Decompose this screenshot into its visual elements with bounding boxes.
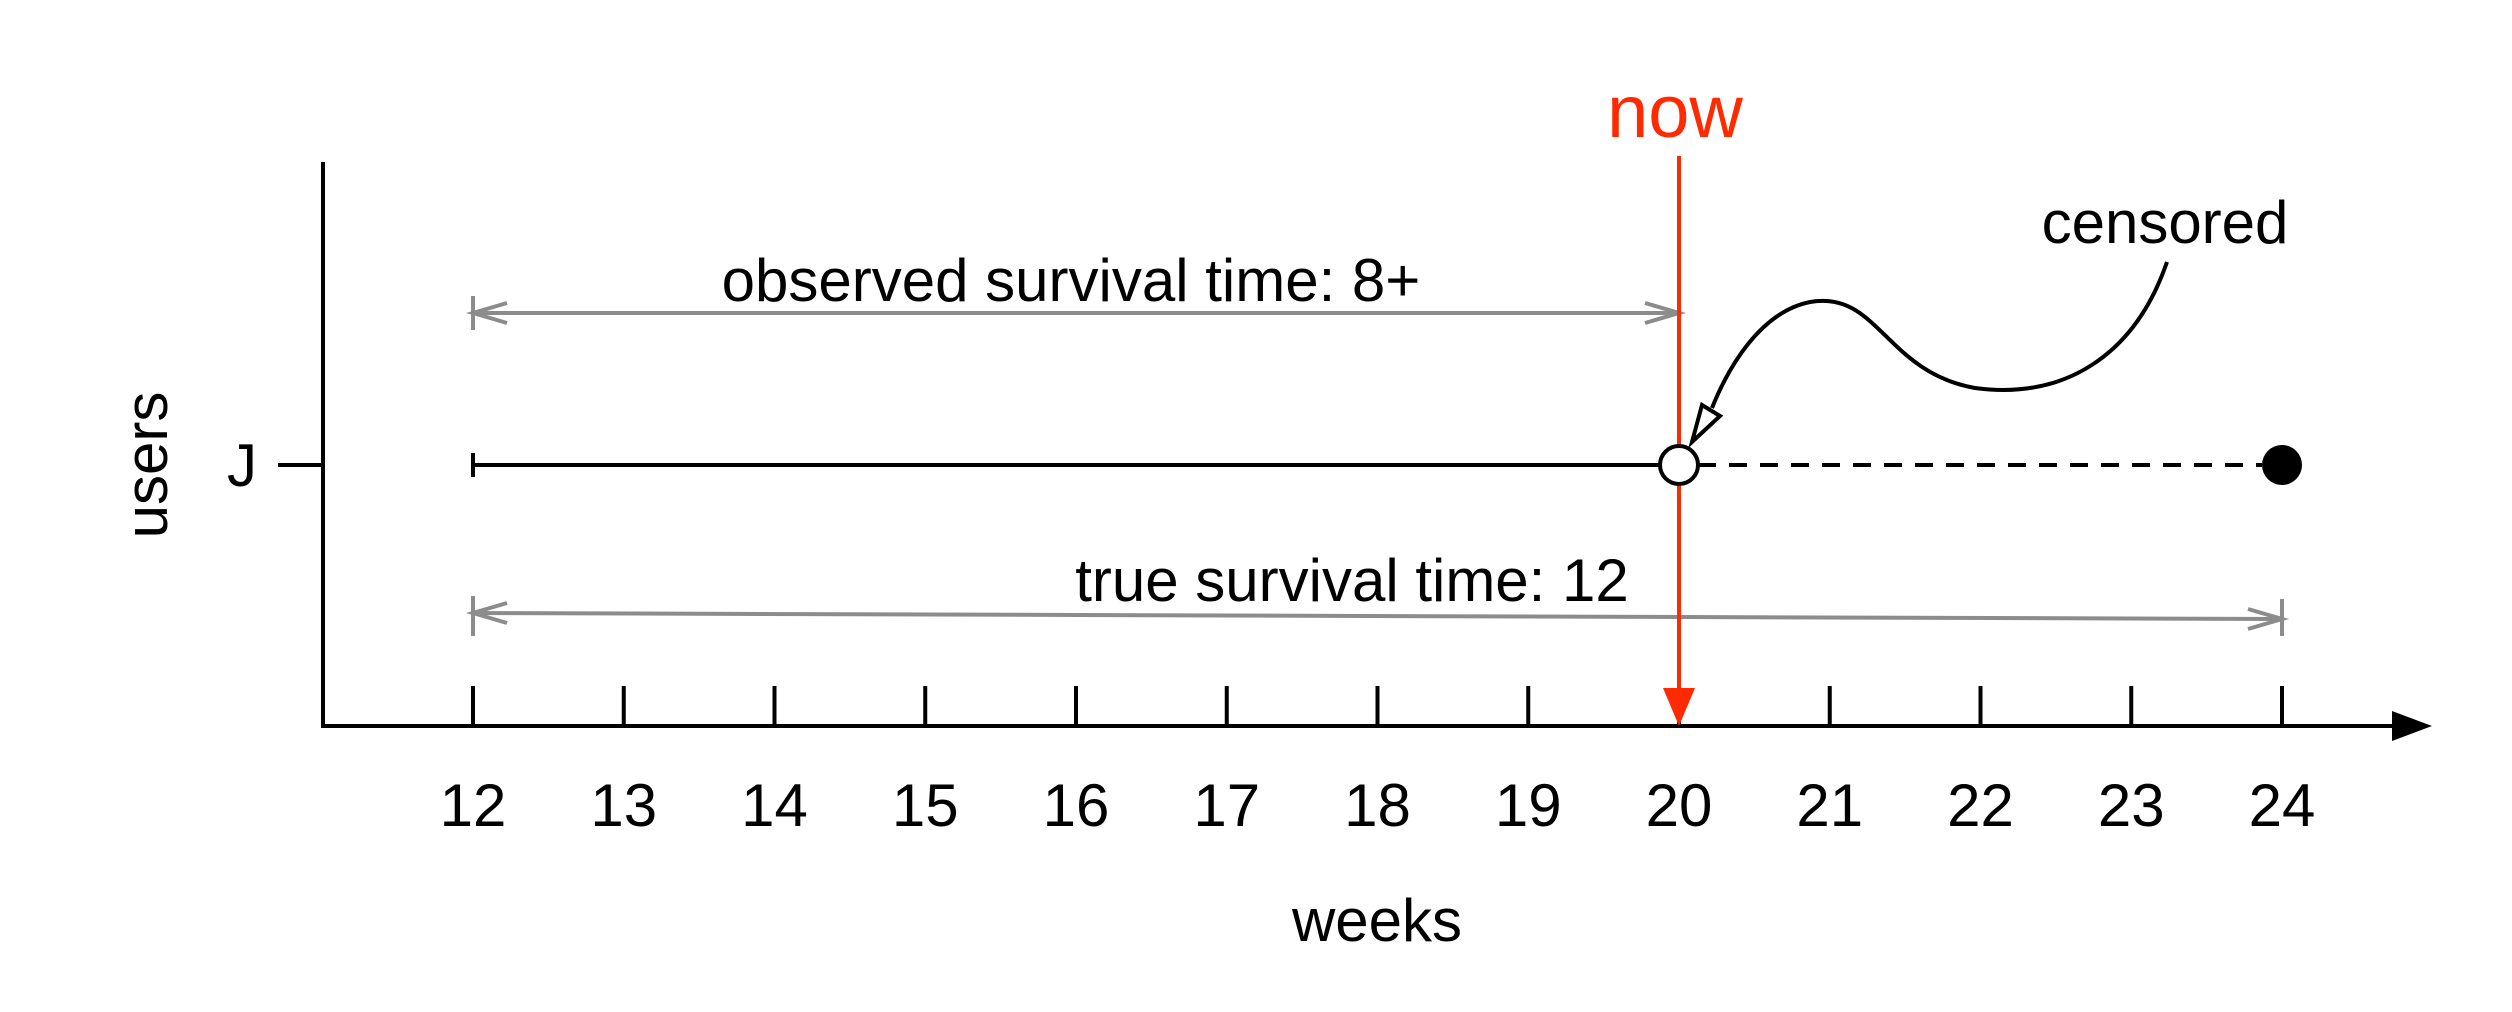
x-tick-label-18: 18 bbox=[1344, 772, 1411, 839]
x-axis-label: weeks bbox=[1291, 887, 1462, 954]
now-arrowhead bbox=[1663, 688, 1695, 726]
true-survival-label: true survival time: 12 bbox=[1075, 547, 1629, 614]
now-label: now bbox=[1607, 70, 1743, 153]
x-tick-label-16: 16 bbox=[1043, 772, 1110, 839]
x-tick-label-22: 22 bbox=[1947, 772, 2014, 839]
true-survival-bracket bbox=[465, 596, 2290, 636]
x-tick-label-13: 13 bbox=[590, 772, 657, 839]
x-tick-label-19: 19 bbox=[1495, 772, 1562, 839]
user-j-timeline bbox=[471, 445, 2302, 485]
user-j-event-dot bbox=[2262, 445, 2302, 485]
y-axis-label: users bbox=[113, 392, 180, 539]
x-tick-label-14: 14 bbox=[741, 772, 808, 839]
true-arrowhead-left bbox=[465, 601, 508, 625]
censored-arrowhead bbox=[1688, 401, 1724, 449]
x-tick-label-15: 15 bbox=[892, 772, 959, 839]
x-tick-label-12: 12 bbox=[440, 772, 507, 839]
true-arrowhead-right bbox=[2247, 607, 2290, 631]
x-axis-ticks: 12 13 14 15 16 17 18 19 20 21 22 23 24 bbox=[440, 686, 2316, 839]
observed-arrowhead-left bbox=[465, 301, 508, 325]
y-category-label-j: J bbox=[227, 432, 257, 499]
censored-label: censored bbox=[2042, 189, 2289, 256]
x-tick-label-24: 24 bbox=[2249, 772, 2316, 839]
x-axis-arrowhead bbox=[2392, 711, 2432, 741]
x-tick-label-21: 21 bbox=[1796, 772, 1863, 839]
x-tick-label-17: 17 bbox=[1193, 772, 1260, 839]
observed-survival-label: observed survival time: 8+ bbox=[722, 247, 1421, 314]
x-tick-label-20: 20 bbox=[1646, 772, 1713, 839]
true-span-line bbox=[472, 611, 2283, 621]
censored-curved-arrow bbox=[1710, 261, 2169, 409]
x-tick-label-23: 23 bbox=[2098, 772, 2165, 839]
now-marker bbox=[1663, 156, 1695, 726]
user-j-censored-open-circle bbox=[1658, 444, 1700, 486]
